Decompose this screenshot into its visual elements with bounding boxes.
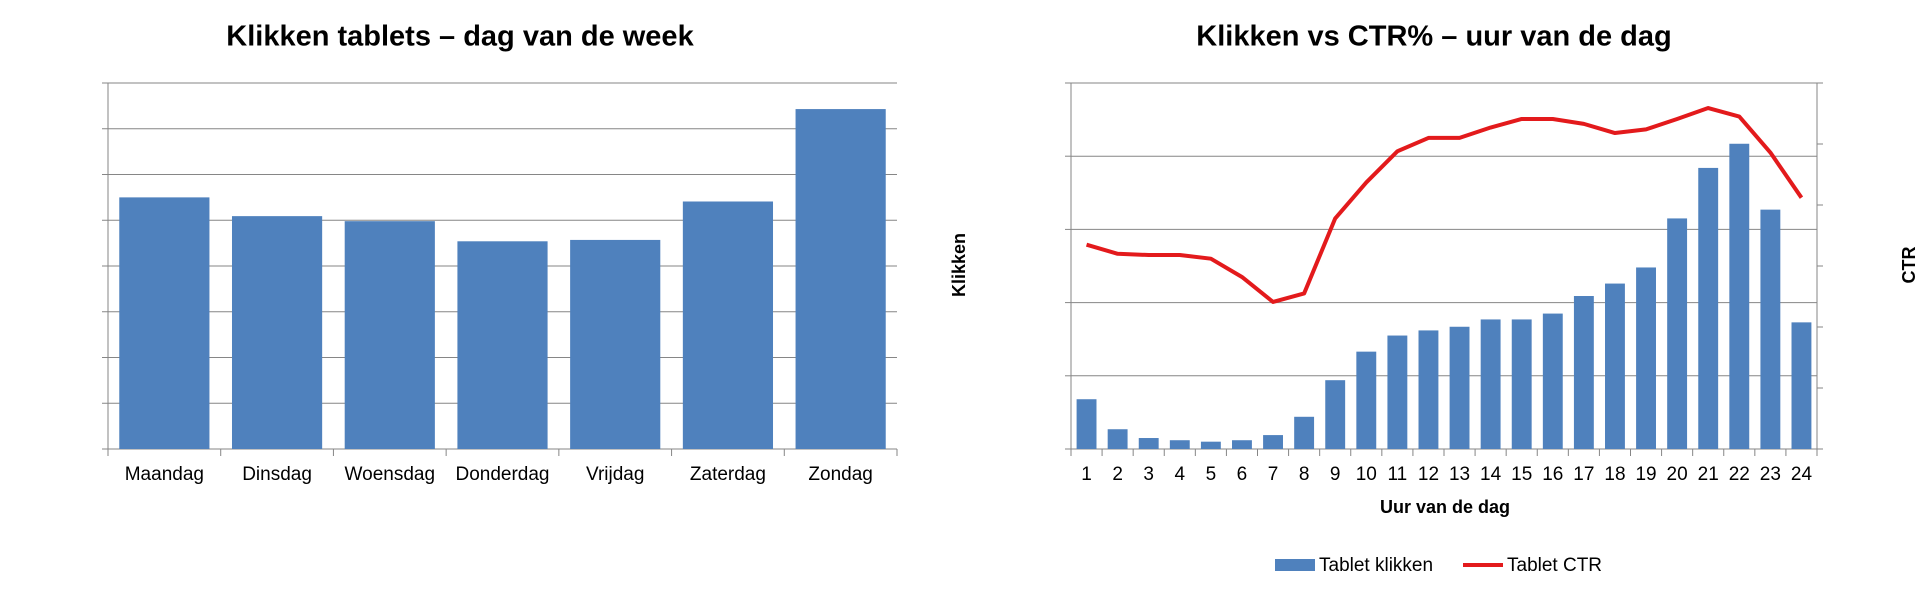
bar (1418, 330, 1439, 449)
bar (1138, 438, 1159, 449)
x-tick-label: 22 (1729, 464, 1750, 485)
x-tick-label: 17 (1573, 464, 1594, 485)
legend-label: Tablet CTR (1507, 555, 1602, 576)
x-tick-label: 14 (1480, 464, 1502, 485)
x-tick-label: Maandag (125, 464, 204, 485)
bar (1636, 267, 1656, 449)
x-tick-label: 7 (1268, 464, 1279, 485)
x-tick-label: 21 (1698, 464, 1719, 485)
bar (1573, 296, 1594, 449)
legend-label: Tablet klikken (1319, 555, 1433, 576)
bar (1698, 167, 1719, 450)
x-tick-label: 10 (1356, 464, 1377, 485)
chart-title: Klikken tablets – dag van de week (226, 21, 694, 53)
bar (1387, 335, 1408, 449)
bar (1294, 416, 1315, 449)
bar (1076, 399, 1097, 449)
x-tick-label: 3 (1143, 464, 1154, 485)
x-tick-label: Zaterdag (690, 464, 766, 485)
x-tick-label: 4 (1175, 464, 1186, 485)
bar (1263, 435, 1283, 449)
bar (457, 241, 548, 449)
line (1085, 106, 1804, 304)
x-tick-label: 24 (1791, 464, 1813, 485)
x-tick-label: 11 (1388, 464, 1408, 485)
bar (1356, 351, 1377, 449)
x-tick-label: Woensdag (345, 464, 436, 485)
x-tick-label: Zondag (808, 464, 872, 485)
bar (1542, 313, 1563, 449)
y-axis-label: Klikken (949, 233, 969, 297)
bar (231, 216, 323, 449)
bar (1511, 319, 1532, 449)
bar (570, 239, 661, 449)
x-tick-label: 12 (1418, 464, 1439, 485)
x-tick-label: Dinsdag (242, 464, 312, 485)
bar (119, 197, 210, 449)
x-tick-label: 20 (1667, 464, 1688, 485)
x-tick-label: Donderdag (455, 464, 549, 485)
x-axis-label: Uur van de dag (1380, 497, 1510, 517)
x-tick-label: 6 (1237, 464, 1248, 485)
bar (1107, 429, 1128, 449)
bar (1791, 322, 1812, 449)
bar (1667, 218, 1688, 449)
bar (1449, 326, 1470, 449)
bar (1605, 283, 1625, 449)
bar (1729, 143, 1750, 450)
bar (682, 201, 774, 449)
x-tick-label: 9 (1330, 464, 1341, 485)
x-tick-label: 16 (1542, 464, 1563, 485)
bar (1760, 209, 1781, 449)
x-tick-label: 23 (1760, 464, 1781, 485)
bar (1232, 440, 1252, 449)
bar (1200, 441, 1221, 449)
chart-title: Klikken vs CTR% – uur van de dag (1196, 21, 1671, 53)
y2-axis-label: CTR (1899, 247, 1919, 284)
x-tick-label: 13 (1449, 464, 1470, 485)
legend-swatch (1275, 559, 1315, 571)
bar (1480, 319, 1501, 449)
x-tick-label: Vrijdag (586, 464, 644, 485)
x-tick-label: 8 (1299, 464, 1310, 485)
x-tick-label: 15 (1511, 464, 1532, 485)
x-tick-label: 1 (1081, 464, 1092, 485)
bar (344, 221, 435, 449)
x-tick-label: 2 (1112, 464, 1123, 485)
x-tick-label: 5 (1206, 464, 1217, 485)
bar (1325, 380, 1346, 449)
bar (795, 109, 886, 449)
bar (1169, 440, 1190, 449)
x-tick-label: 18 (1604, 464, 1625, 485)
x-tick-label: 19 (1635, 464, 1656, 485)
